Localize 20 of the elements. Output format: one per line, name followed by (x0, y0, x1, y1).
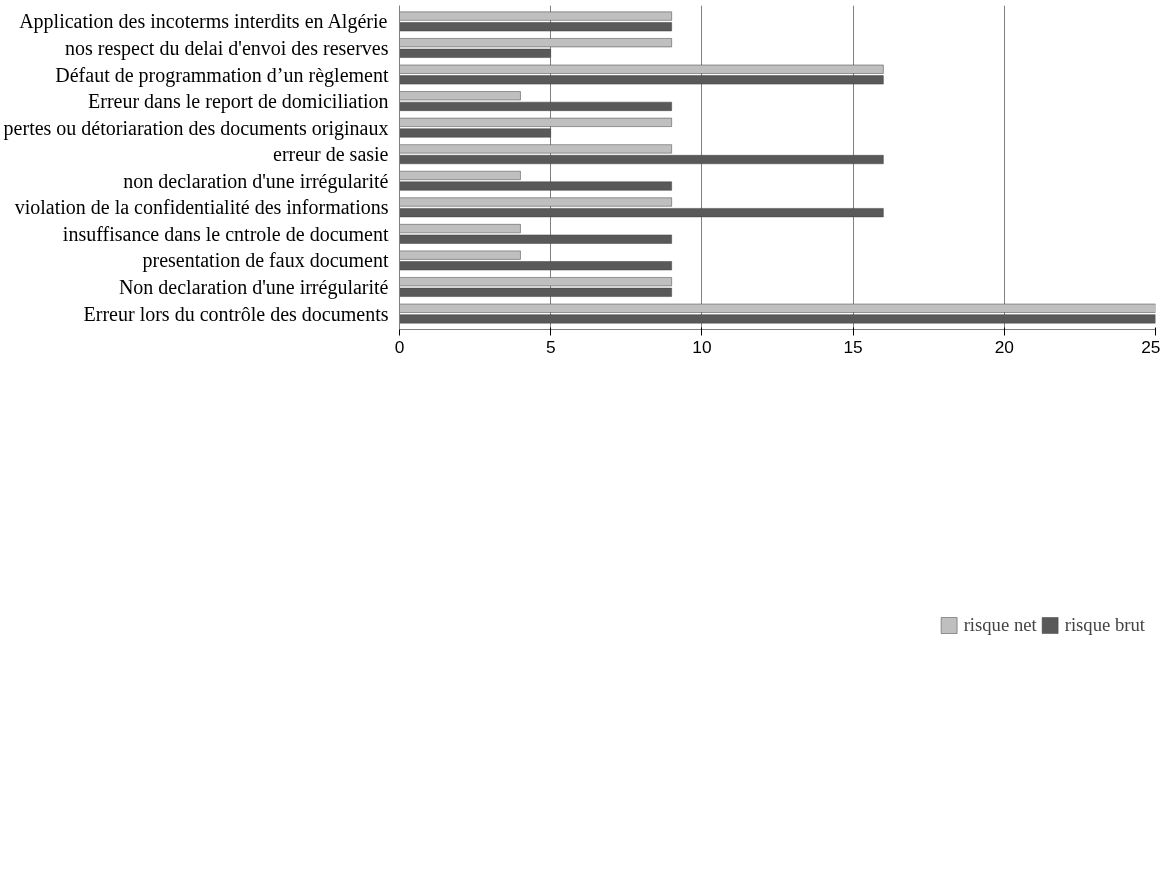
y-tick-label: Erreur dans le report de domiciliation (88, 90, 389, 114)
x-tick-label: 15 (843, 336, 863, 357)
x-tick-label: 20 (994, 336, 1014, 357)
y-tick-label: nos respect du delai d'envoi des reserves (65, 36, 389, 60)
legend-label: risque net (963, 614, 1037, 636)
y-tick-label: Défaut de programmation d’un règlement (55, 63, 389, 87)
y-tick-label: pertes ou détoriaration des documents originaux (3, 116, 389, 140)
x-tick-label: 5 (545, 336, 556, 357)
y-tick-label: erreur de sasie (273, 143, 389, 166)
y-tick-label: non declaration d'une irrégularité (123, 169, 389, 193)
legend-label: risque brut (1064, 614, 1145, 636)
y-tick-label: Non declaration d'une irrégularité (118, 276, 389, 300)
y-tick-label: insuffisance dans le cntrole de document (62, 222, 389, 245)
y-tick-label: presentation de faux document (142, 249, 389, 273)
y-tick-label: violation de la confidentialité des informations (14, 196, 389, 219)
x-tick-label: 10 (692, 336, 712, 357)
x-tick-label: 0 (394, 336, 405, 357)
y-tick-label: Application des incoterms interdits en Algérie (19, 10, 388, 34)
x-tick-label: 25 (1141, 336, 1161, 357)
y-tick-label: Erreur lors du contrôle des documents (83, 302, 389, 325)
